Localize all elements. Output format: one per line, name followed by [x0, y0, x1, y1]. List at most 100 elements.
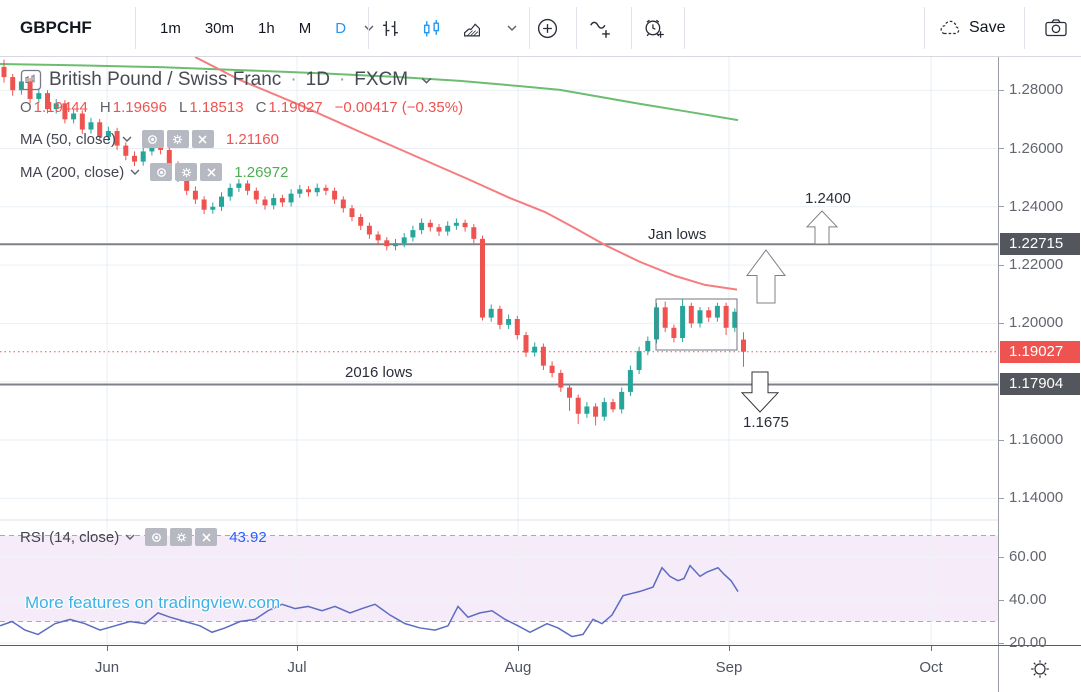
close-value: 1.19027: [268, 98, 323, 116]
title-separator: ·: [290, 69, 297, 90]
rsi-value: 43.92: [229, 528, 267, 546]
axis-tick: [999, 497, 1004, 499]
ma50-value: 1.21160: [225, 130, 279, 148]
ohlc-row: O 1.19444 H 1.19696 L 1.18513 C 1.19027 …: [20, 97, 463, 117]
cloud-icon[interactable]: [938, 14, 962, 42]
rsi-row: RSI (14, close) 43.92: [20, 526, 267, 548]
indicators-icon[interactable]: [588, 14, 612, 42]
chart-title[interactable]: British Pound / Swiss Franc: [49, 69, 282, 90]
toolbar-separator: [135, 7, 136, 49]
ma50-line[interactable]: [194, 57, 738, 291]
ma200-buttons: [150, 163, 223, 181]
area-chart-icon[interactable]: [460, 14, 484, 42]
rsi-chevron-down-icon[interactable]: [125, 534, 135, 540]
open-label: O: [20, 98, 32, 116]
time-tick: [107, 646, 108, 651]
camera-icon[interactable]: [1044, 14, 1068, 42]
settings-icon[interactable]: [170, 528, 193, 546]
compare-plus-icon[interactable]: [535, 14, 559, 42]
time-label-Jun: Jun: [94, 659, 120, 676]
price-badge-1.19027: 1.19027: [1000, 340, 1080, 363]
time-label-Jul: Jul: [287, 659, 307, 676]
interval-30m-button[interactable]: 30m: [204, 19, 235, 37]
time-tick: [931, 646, 932, 651]
interval-chevron-down-icon[interactable]: [364, 25, 374, 31]
rsi-scale-label: 60.00: [1009, 548, 1047, 565]
toolbar-separator: [1024, 7, 1025, 49]
ma50-chevron-down-icon[interactable]: [122, 136, 132, 142]
interval-1h-button[interactable]: 1h: [258, 19, 275, 37]
time-tick: [518, 646, 519, 651]
title-separator: ·: [338, 69, 346, 90]
toolbar-separator: [684, 7, 685, 49]
arrow-down-drawing[interactable]: [740, 371, 780, 413]
alert-icon[interactable]: [642, 14, 666, 42]
axis-tick: [999, 556, 1004, 558]
rsi-band: [0, 535, 998, 622]
axis-tick: [999, 148, 1004, 149]
bars-chart-icon[interactable]: [378, 14, 402, 42]
ma200-chevron-down-icon[interactable]: [130, 169, 140, 175]
rsi-buttons: [145, 528, 218, 546]
ma50-row: MA (50, close) 1.21160: [20, 128, 463, 150]
price-axis[interactable]: 1.28000 1.26000 1.24000 1.22000 1.20000 1.160…: [998, 57, 1081, 651]
price-label: 1.22000: [1009, 256, 1064, 274]
price-label: 1.16000: [1009, 431, 1064, 448]
time-tick: [729, 646, 730, 651]
chart-canvas[interactable]: British Pound / Swiss Franc · 1D · FXCM …: [0, 57, 998, 645]
high-value: 1.19696: [112, 98, 167, 116]
arrow-up-drawing[interactable]: [746, 249, 786, 304]
close-icon[interactable]: [195, 528, 218, 546]
rsi-label[interactable]: RSI (14, close): [20, 528, 120, 546]
arrow-up-drawing[interactable]: [805, 210, 839, 245]
annotation-2016-lows[interactable]: 2016 lows: [345, 364, 413, 381]
interval-1m-button[interactable]: 1m: [160, 19, 181, 37]
rsi-scale-label: 40.00: [1009, 591, 1047, 608]
sun-icon[interactable]: [1029, 658, 1051, 680]
ma50-label[interactable]: MA (50, close): [20, 130, 116, 148]
close-icon[interactable]: [200, 163, 223, 181]
toolbar-separator: [631, 7, 632, 49]
ma200-line[interactable]: [0, 62, 739, 122]
annotation-target-up[interactable]: 1.2400: [805, 190, 851, 207]
main-legend: British Pound / Swiss Franc · 1D · FXCM …: [20, 67, 463, 183]
axis-tick: [999, 439, 1004, 441]
visibility-icon[interactable]: [145, 528, 168, 546]
chart-exchange: FXCM: [354, 69, 409, 90]
close-icon[interactable]: [191, 130, 214, 148]
interval-group: 1m 30m 1h M D: [148, 0, 374, 56]
price-label: 1.26000: [1009, 139, 1064, 157]
annotation-target-down[interactable]: 1.1675: [743, 414, 789, 431]
candlestick-series: [1, 59, 746, 426]
ma200-row: MA (200, close) 1.26972: [20, 161, 463, 183]
rsi-line[interactable]: [0, 564, 739, 638]
visibility-icon[interactable]: [150, 163, 173, 181]
price-label: 1.14000: [1009, 489, 1064, 507]
time-label-Aug: Aug: [504, 659, 532, 676]
visibility-icon[interactable]: [141, 130, 164, 148]
chart-type-chevron-down-icon[interactable]: [507, 25, 517, 31]
candles-chart-icon[interactable]: [419, 14, 443, 42]
open-value: 1.19444: [33, 98, 88, 116]
save-button[interactable]: Save: [969, 19, 1006, 36]
interval-D-button[interactable]: D: [335, 19, 347, 37]
symbol-button[interactable]: GBPCHF: [20, 18, 92, 37]
price-label: 1.24000: [1009, 197, 1064, 215]
ma200-label[interactable]: MA (200, close): [20, 163, 125, 181]
change-value: −0.00417 (−0.35%): [334, 98, 464, 116]
low-label: L: [178, 98, 188, 116]
axis-tick: [999, 599, 1004, 601]
toolbar-separator: [924, 7, 925, 49]
time-axis[interactable]: Jun Jul Aug Sep Oct: [0, 645, 1081, 692]
tradingview-link[interactable]: More features on tradingview.com: [25, 593, 281, 612]
rectangle-drawing[interactable]: [655, 298, 738, 351]
interval-M-button[interactable]: M: [298, 19, 312, 37]
axis-tick: [999, 206, 1004, 208]
title-chevron-down-icon[interactable]: [421, 77, 432, 84]
toolbar-separator: [576, 7, 577, 49]
axis-corner: [998, 646, 1081, 692]
price-label: 1.28000: [1009, 81, 1064, 99]
annotation-jan-lows[interactable]: Jan lows: [648, 226, 707, 243]
settings-icon[interactable]: [166, 130, 189, 148]
settings-icon[interactable]: [175, 163, 198, 181]
